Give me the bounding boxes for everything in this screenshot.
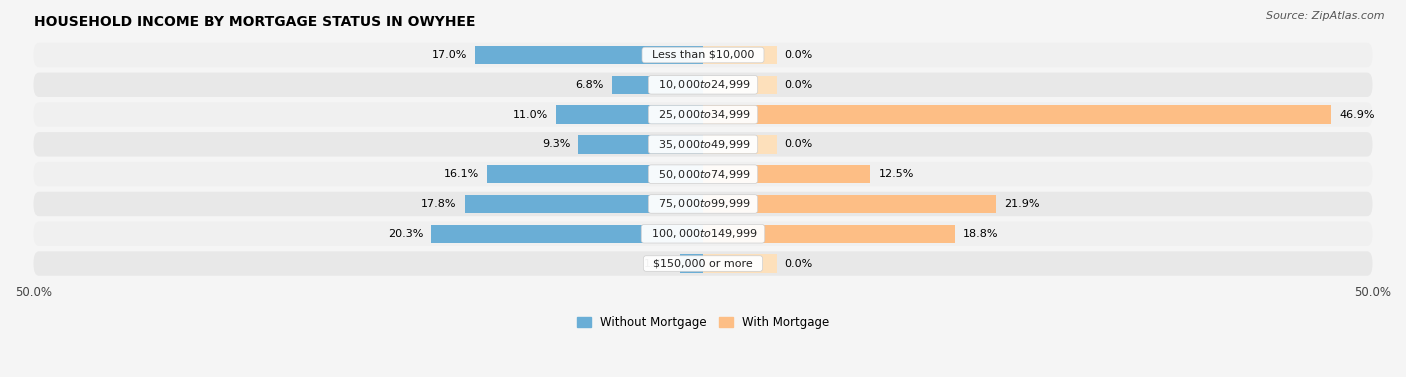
Text: 17.8%: 17.8% bbox=[422, 199, 457, 209]
FancyBboxPatch shape bbox=[34, 72, 1372, 97]
Text: 16.1%: 16.1% bbox=[444, 169, 479, 179]
Text: 18.8%: 18.8% bbox=[963, 229, 998, 239]
Text: 0.0%: 0.0% bbox=[785, 259, 813, 268]
Text: Less than $10,000: Less than $10,000 bbox=[645, 50, 761, 60]
Legend: Without Mortgage, With Mortgage: Without Mortgage, With Mortgage bbox=[576, 316, 830, 329]
Bar bbox=[681, 254, 703, 273]
FancyBboxPatch shape bbox=[34, 132, 1372, 156]
FancyBboxPatch shape bbox=[34, 251, 1372, 276]
Bar bbox=[703, 46, 776, 64]
FancyBboxPatch shape bbox=[34, 222, 1372, 246]
Text: 0.0%: 0.0% bbox=[785, 139, 813, 149]
Text: 12.5%: 12.5% bbox=[879, 169, 914, 179]
Text: 1.7%: 1.7% bbox=[644, 259, 672, 268]
Text: $25,000 to $34,999: $25,000 to $34,999 bbox=[651, 108, 755, 121]
FancyBboxPatch shape bbox=[34, 43, 1372, 67]
Text: $50,000 to $74,999: $50,000 to $74,999 bbox=[651, 168, 755, 181]
Bar bbox=[432, 225, 703, 243]
Text: 20.3%: 20.3% bbox=[388, 229, 423, 239]
Text: 0.0%: 0.0% bbox=[785, 50, 813, 60]
FancyBboxPatch shape bbox=[34, 103, 1372, 127]
Text: $75,000 to $99,999: $75,000 to $99,999 bbox=[651, 198, 755, 210]
Bar bbox=[703, 225, 955, 243]
Bar bbox=[703, 105, 1331, 124]
FancyBboxPatch shape bbox=[34, 192, 1372, 216]
Text: $100,000 to $149,999: $100,000 to $149,999 bbox=[644, 227, 762, 240]
Bar bbox=[703, 165, 870, 183]
Bar bbox=[703, 254, 776, 273]
Text: 21.9%: 21.9% bbox=[1004, 199, 1040, 209]
Text: $10,000 to $24,999: $10,000 to $24,999 bbox=[651, 78, 755, 91]
Bar bbox=[464, 195, 703, 213]
Text: Source: ZipAtlas.com: Source: ZipAtlas.com bbox=[1267, 11, 1385, 21]
Text: 17.0%: 17.0% bbox=[432, 50, 467, 60]
Bar bbox=[475, 46, 703, 64]
FancyBboxPatch shape bbox=[34, 162, 1372, 186]
Bar bbox=[703, 195, 997, 213]
Text: 11.0%: 11.0% bbox=[512, 110, 548, 120]
Bar bbox=[555, 105, 703, 124]
Text: 6.8%: 6.8% bbox=[575, 80, 605, 90]
Bar bbox=[703, 135, 776, 153]
Text: $35,000 to $49,999: $35,000 to $49,999 bbox=[651, 138, 755, 151]
Bar bbox=[612, 75, 703, 94]
Text: 9.3%: 9.3% bbox=[543, 139, 571, 149]
Text: HOUSEHOLD INCOME BY MORTGAGE STATUS IN OWYHEE: HOUSEHOLD INCOME BY MORTGAGE STATUS IN O… bbox=[34, 15, 475, 29]
Text: 46.9%: 46.9% bbox=[1339, 110, 1375, 120]
Bar bbox=[703, 75, 776, 94]
Bar bbox=[578, 135, 703, 153]
Text: 0.0%: 0.0% bbox=[785, 80, 813, 90]
Text: $150,000 or more: $150,000 or more bbox=[647, 259, 759, 268]
Bar bbox=[488, 165, 703, 183]
